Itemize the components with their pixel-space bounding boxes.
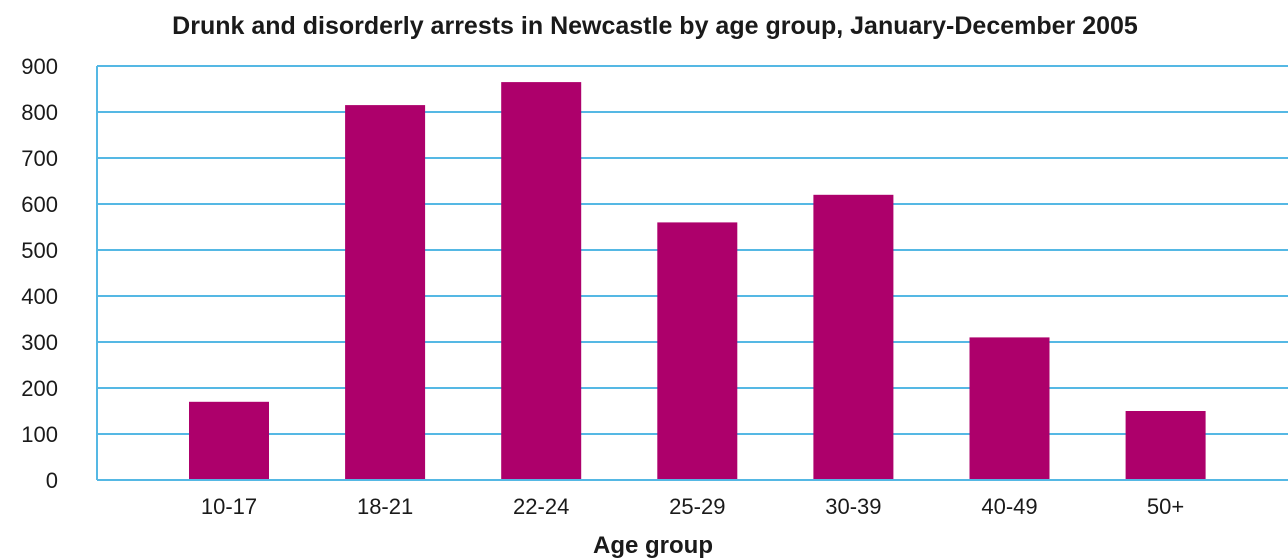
y-tick-label: 600 xyxy=(21,192,58,217)
y-tick-label: 300 xyxy=(21,330,58,355)
x-tick-label: 50+ xyxy=(1147,494,1184,519)
y-tick-label: 500 xyxy=(21,238,58,263)
x-tick-label: 30-39 xyxy=(825,494,881,519)
x-tick-label: 22-24 xyxy=(513,494,569,519)
y-tick-label: 400 xyxy=(21,284,58,309)
y-tick-label: 100 xyxy=(21,422,58,447)
x-tick-label: 10-17 xyxy=(201,494,257,519)
y-tick-labels: 0 100 200 300 400 500 600 700 800 900 xyxy=(21,54,58,493)
bar-18-21 xyxy=(345,105,426,480)
x-tick-label: 18-21 xyxy=(357,494,413,519)
y-tick-label: 0 xyxy=(46,468,58,493)
bar-10-17 xyxy=(189,401,269,480)
bar-22-24 xyxy=(501,82,582,480)
bar-25-29 xyxy=(657,222,738,480)
bar-40-49 xyxy=(969,337,1050,480)
y-tick-label: 900 xyxy=(21,54,58,79)
x-tick-label: 25-29 xyxy=(669,494,725,519)
x-axis-title: Age group xyxy=(593,532,713,558)
x-tick-label: 40-49 xyxy=(981,494,1037,519)
chart-title: Drunk and disorderly arrests in Newcastl… xyxy=(172,12,1138,40)
bar-30-39 xyxy=(813,194,894,481)
y-tick-label: 700 xyxy=(21,146,58,171)
y-tick-label: 800 xyxy=(21,100,58,125)
x-tick-labels: 10-17 18-21 22-24 25-29 30-39 40-49 50+ xyxy=(201,494,1184,519)
bars xyxy=(189,82,1206,481)
y-tick-label: 200 xyxy=(21,376,58,401)
bar-50+ xyxy=(1125,411,1206,480)
